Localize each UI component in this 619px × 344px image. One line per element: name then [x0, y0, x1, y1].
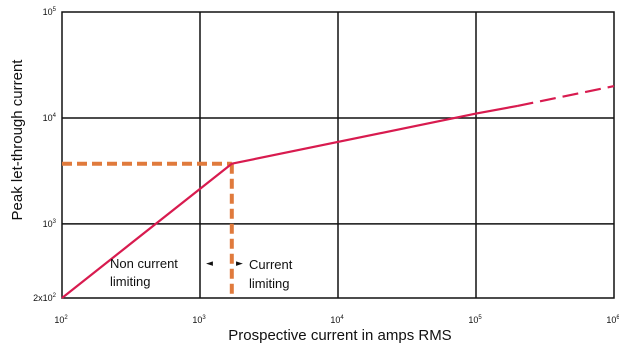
series-line-solid: [61, 104, 518, 299]
annotation-left-line1: Non current: [110, 256, 178, 271]
x-tick-label: 103: [192, 315, 206, 325]
right-arrow-icon: ►: [236, 259, 243, 269]
annotation-left-line2: limiting: [110, 274, 150, 289]
y-axis-title: Peak let-through current: [9, 59, 26, 221]
y-tick-label: 103: [43, 219, 57, 229]
series-group: [61, 85, 615, 299]
annotation-right-line1: Current: [249, 257, 293, 272]
y-tick-label: 104: [43, 113, 57, 123]
threshold-guides: [62, 161, 234, 298]
annotation-non-current-limiting: Non current limiting ◄: [110, 256, 213, 289]
y-tick-label: 105: [43, 7, 57, 17]
annotation-current-limiting: ► Current limiting: [236, 257, 293, 291]
x-tick-label: 102: [54, 315, 68, 325]
x-axis-title: Prospective current in amps RMS: [228, 327, 451, 344]
plot-border: [61, 11, 615, 299]
x-tick-labels: 102 103 104 105 106: [54, 315, 619, 325]
plot-frame: [61, 11, 615, 299]
y-tick-label: 2x102: [33, 293, 57, 303]
x-tick-label: 104: [330, 315, 344, 325]
x-tick-label: 105: [468, 315, 482, 325]
annotation-right-line2: limiting: [249, 276, 289, 291]
series-line-dashed: [517, 85, 615, 107]
y-tick-labels: 2x102 103 104 105: [33, 7, 57, 303]
left-arrow-icon: ◄: [206, 259, 213, 269]
x-tick-label: 106: [606, 315, 619, 325]
